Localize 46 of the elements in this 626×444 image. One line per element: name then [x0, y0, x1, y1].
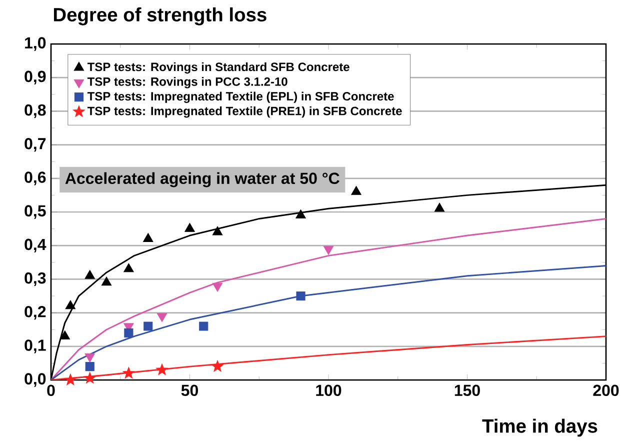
point	[85, 362, 94, 372]
legend-label: TSP tests: Impregnated Textile (PRE1) in SFB Concrete	[87, 106, 402, 118]
x-tick-label: 200	[593, 384, 619, 396]
point	[156, 364, 168, 376]
y-tick-label: 0,9	[24, 70, 46, 84]
y-tick-label: 1,0	[25, 37, 46, 51]
y-tick-label: 0,8	[24, 104, 46, 118]
y-tick-label: 0,2	[24, 306, 46, 320]
line-series	[51, 265, 606, 380]
y-tick-label: 0,1	[24, 340, 46, 354]
x-tick-label: 150	[454, 384, 480, 396]
point	[84, 372, 96, 384]
y-tick-label: 0,4	[24, 238, 46, 252]
y-tick-label: 0,0	[24, 373, 46, 387]
point	[122, 367, 135, 378]
y-tick-label: 0,3	[24, 272, 46, 286]
y-tick-label: 0,7	[24, 138, 46, 152]
y-tick-label: 0,6	[24, 172, 46, 186]
point	[296, 209, 306, 218]
point	[144, 322, 153, 331]
point	[184, 222, 195, 232]
x-axis-title: Time in days	[482, 418, 598, 437]
point	[143, 233, 154, 242]
y-axis-title: Degree of strength loss	[54, 7, 266, 26]
point	[65, 300, 76, 310]
point	[296, 291, 306, 301]
legend-label: TSP tests: Rovings in PCC 3.1.2-10	[87, 77, 288, 88]
point	[199, 322, 208, 331]
point	[101, 276, 112, 286]
point	[351, 186, 362, 195]
x-tick-label: 50	[181, 384, 198, 396]
legend-label: TSP tests: Impregnated Textile (EPL) in SFB Concrete	[87, 92, 394, 103]
line-series	[51, 218, 606, 380]
point	[124, 328, 134, 338]
x-tick-label: 100	[316, 384, 342, 396]
point	[60, 330, 70, 340]
y-tick-label: 0,5	[24, 205, 46, 219]
legend-label: TSP tests: Rovings in Standard SFB Concrete	[87, 62, 350, 74]
point	[212, 226, 223, 236]
point	[84, 270, 95, 279]
point	[124, 263, 134, 272]
x-tick-label: 0	[47, 384, 55, 396]
point	[212, 360, 224, 372]
annotation: Accelerated ageing in water at 50 °C	[65, 172, 340, 188]
point	[64, 374, 76, 386]
point	[434, 202, 445, 212]
